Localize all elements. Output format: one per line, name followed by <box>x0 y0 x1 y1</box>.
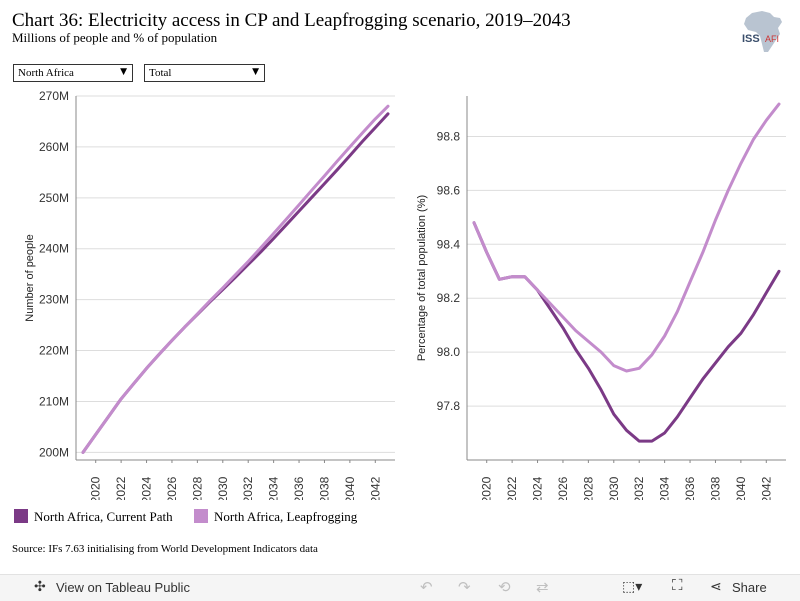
x-tick-label: 2022 <box>114 476 128 500</box>
x-tick-label: 2024 <box>531 476 545 500</box>
x-tick-label: 2042 <box>759 476 773 500</box>
x-tick-label: 2030 <box>216 476 230 500</box>
share-icon[interactable]: ⋖ <box>710 578 722 594</box>
legend-swatch-leapfrogging <box>194 509 208 523</box>
x-tick-label: 2028 <box>190 476 204 500</box>
fullscreen-icon[interactable]: ⛶ <box>672 577 683 594</box>
logo-text: ISS <box>742 33 760 45</box>
y-tick-label: 260M <box>39 140 69 154</box>
x-tick-label: 2040 <box>734 476 748 500</box>
y-tick-label: 250M <box>39 191 69 205</box>
y-tick-label: 97.8 <box>437 399 461 413</box>
source-note: Source: IFs 7.63 initialising from World… <box>12 543 318 555</box>
refresh-icon[interactable]: ⇄ <box>536 579 549 596</box>
y-axis-title: Percentage of total population (%) <box>416 195 428 361</box>
legend-label-leapfrogging: North Africa, Leapfrogging <box>214 509 358 524</box>
x-tick-label: 2038 <box>708 476 722 500</box>
x-tick-label: 2028 <box>581 476 595 500</box>
x-tick-label: 2022 <box>505 476 519 500</box>
x-tick-label: 2034 <box>267 476 281 500</box>
y-tick-label: 210M <box>39 394 69 408</box>
chart-title: Chart 36: Electricity access in CP and L… <box>12 10 571 31</box>
chart-subtitle: Millions of people and % of population <box>12 30 218 45</box>
charts-canvas[interactable]: 200M 210M 220M 230M 240M 250M 260M 270M 2020 2022… <box>0 0 800 500</box>
percentage-chart: 97.8 98.0 98.2 98.4 98.6 98.8 2020 2022 2024 2026… <box>416 96 786 500</box>
y-tick-label: 98.6 <box>437 183 461 197</box>
view-on-tableau-link[interactable]: View on Tableau Public <box>56 580 190 595</box>
x-tick-label: 2036 <box>292 476 306 500</box>
x-tick-label: 2026 <box>556 476 570 500</box>
share-button[interactable]: Share <box>732 580 767 595</box>
x-tick-label: 2040 <box>343 476 357 500</box>
legend-item-current-path[interactable]: North Africa, Current Path <box>14 509 173 525</box>
africa-map-icon <box>744 11 782 52</box>
y-tick-label: 220M <box>39 344 69 358</box>
measure-select[interactable]: Total ▼ <box>144 64 265 82</box>
y-tick-label: 98.4 <box>437 237 461 251</box>
tableau-icon[interactable]: ✣ <box>34 578 46 594</box>
download-icon[interactable]: ⬚▾ <box>622 578 643 594</box>
region-select-value: North Africa <box>18 67 74 79</box>
legend-swatch-current-path <box>14 509 28 523</box>
x-tick-label: 2036 <box>683 476 697 500</box>
y-tick-label: 240M <box>39 242 69 256</box>
tableau-toolbar: ✣ View on Tableau Public ↶ ↷ ⟲ ⇄ ⬚▾ ⛶ ⋖ … <box>0 574 800 601</box>
measure-select-value: Total <box>149 67 172 79</box>
x-tick-label: 2038 <box>317 476 331 500</box>
y-tick-label: 98.8 <box>437 129 461 143</box>
iss-africa-logo: ISS AFI <box>742 11 782 52</box>
y-tick-label: 230M <box>39 293 69 307</box>
y-tick-label: 200M <box>39 445 69 459</box>
revert-icon[interactable]: ⟲ <box>498 579 511 596</box>
y-axis-title: Number of people <box>24 234 36 321</box>
chevron-down-icon: ▼ <box>252 67 259 77</box>
y-tick-label: 98.2 <box>437 291 461 305</box>
x-tick-label: 2030 <box>607 476 621 500</box>
region-select[interactable]: North Africa ▼ <box>13 64 133 82</box>
chevron-down-icon: ▼ <box>120 67 127 77</box>
x-tick-label: 2020 <box>89 476 103 500</box>
x-tick-label: 2034 <box>658 476 672 500</box>
x-tick-label: 2024 <box>140 476 154 500</box>
y-tick-label: 270M <box>39 89 69 103</box>
legend-item-leapfrogging[interactable]: North Africa, Leapfrogging <box>194 509 357 525</box>
y-tick-label: 98.0 <box>437 345 461 359</box>
series-line-leapfrogging[interactable] <box>472 102 781 373</box>
redo-icon[interactable]: ↷ <box>458 579 471 596</box>
undo-icon[interactable]: ↶ <box>420 579 433 596</box>
legend-label-current-path: North Africa, Current Path <box>34 509 173 524</box>
x-tick-label: 2020 <box>480 476 494 500</box>
x-tick-label: 2042 <box>368 476 382 500</box>
series-line-current-path[interactable] <box>472 221 781 443</box>
x-tick-label: 2032 <box>241 476 255 500</box>
logo-suffix: AFI <box>765 34 779 44</box>
x-tick-label: 2032 <box>632 476 646 500</box>
people-chart: 200M 210M 220M 230M 240M 250M 260M 270M 2020 2022… <box>24 89 395 500</box>
x-tick-label: 2026 <box>165 476 179 500</box>
series-line-leapfrogging[interactable] <box>81 104 390 454</box>
